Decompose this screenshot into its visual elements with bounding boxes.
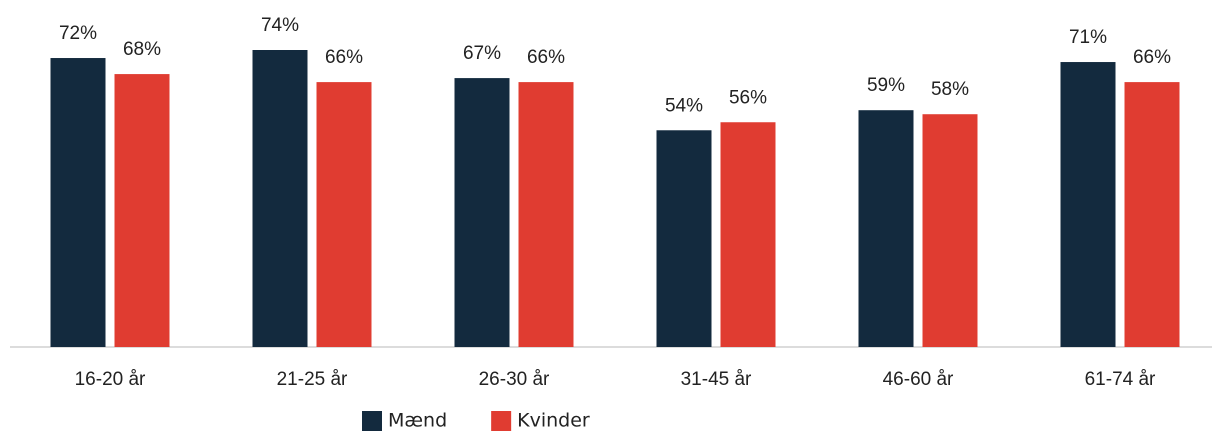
bar: [454, 78, 510, 347]
data-label: 56%: [729, 87, 767, 108]
bar: [518, 82, 574, 348]
data-label: 58%: [931, 79, 969, 100]
x-tick-label: 61-74 år: [1085, 369, 1156, 390]
data-label: 54%: [665, 95, 703, 116]
data-label: 66%: [325, 47, 363, 68]
data-label: 71%: [1069, 27, 1107, 48]
x-tick-label: 26-30 år: [479, 369, 550, 390]
bar: [858, 110, 914, 348]
data-label: 59%: [867, 75, 905, 96]
data-label: 68%: [123, 39, 161, 60]
x-tick-label: 16-20 år: [75, 369, 146, 390]
data-label: 74%: [261, 15, 299, 36]
bar: [50, 58, 106, 347]
bar: [656, 130, 712, 347]
legend-label: Mænd: [388, 410, 447, 431]
data-label: 66%: [1133, 47, 1171, 68]
x-tick-label: 31-45 år: [681, 369, 752, 390]
data-label: 66%: [527, 47, 565, 68]
bar: [922, 114, 978, 347]
bar: [1060, 62, 1116, 348]
bar: [316, 82, 372, 348]
data-label: 67%: [463, 43, 501, 64]
bar: [1124, 82, 1180, 348]
data-label: 72%: [59, 23, 97, 44]
bar: [252, 50, 308, 347]
x-tick-label: 21-25 år: [277, 369, 348, 390]
legend-label: Kvinder: [517, 410, 590, 431]
bar: [114, 74, 170, 347]
x-tick-label: 46-60 år: [883, 369, 954, 390]
legend-swatch: [362, 411, 382, 431]
legend-swatch: [491, 411, 512, 431]
bar: [720, 122, 776, 347]
